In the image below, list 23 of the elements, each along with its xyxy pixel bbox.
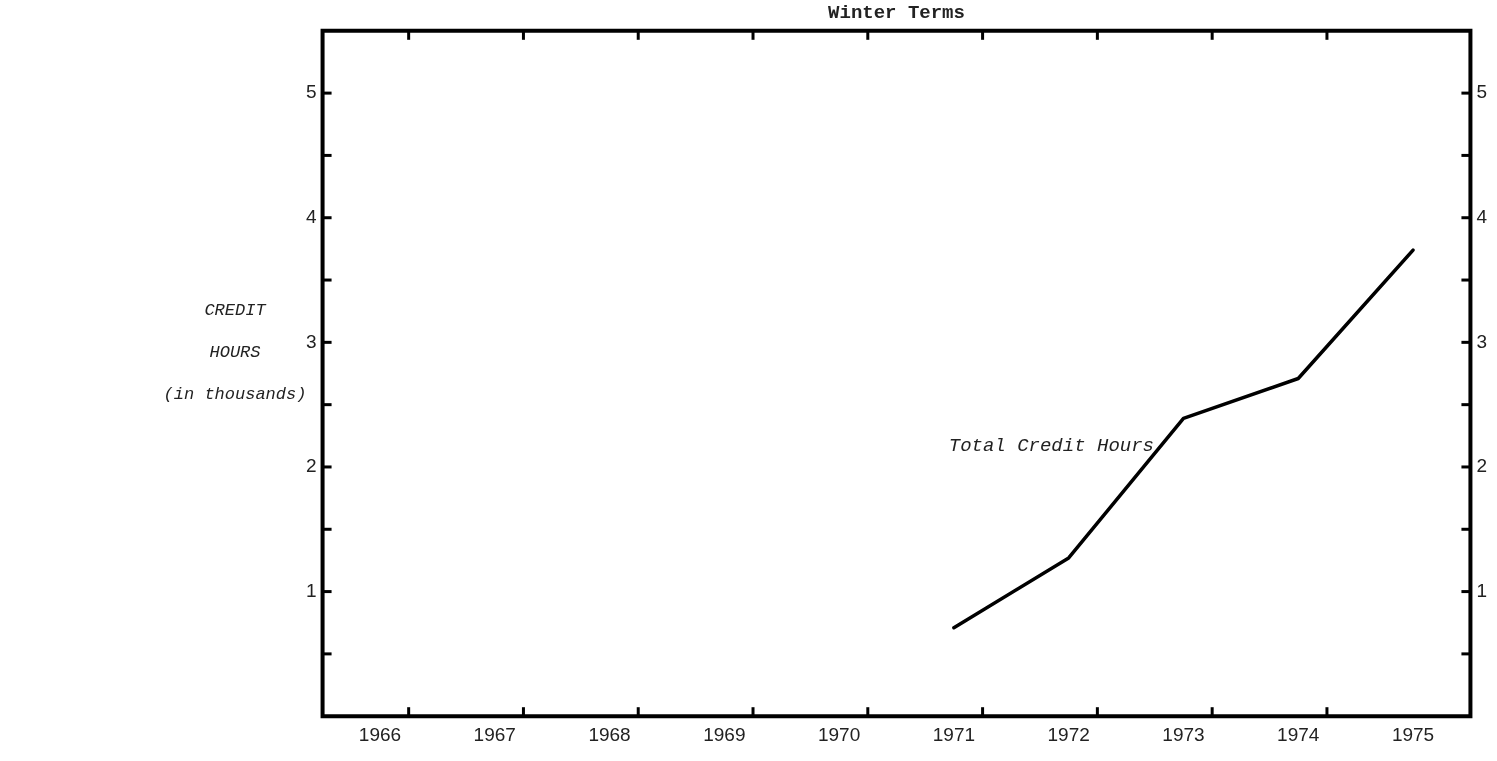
text: CREDIT HOURS (in thousands) — [163, 301, 307, 404]
y2-tick-label: 2 — [1476, 455, 1488, 477]
y-tick-label: 1 — [305, 579, 317, 601]
x-tick-label: 1974 — [1277, 723, 1320, 745]
x-tick-label: 1971 — [932, 723, 976, 745]
y-tick-label: 5 — [305, 81, 317, 103]
x-tick-label: 1967 — [473, 723, 516, 745]
y2-tick-label: 4 — [1476, 205, 1488, 227]
x-tick-label: 1973 — [1162, 723, 1205, 745]
x-tick-label: 1968 — [588, 723, 631, 745]
y2-tick-label: 5 — [1476, 81, 1488, 103]
x-tick-label: 1975 — [1391, 723, 1435, 745]
x-tick-label: 1970 — [817, 723, 861, 745]
y2-tick-label: 1 — [1476, 579, 1488, 601]
chart-title: Winter Terms — [828, 2, 965, 25]
y-tick-label: 3 — [305, 330, 317, 352]
y2-tick-label: 3 — [1476, 330, 1488, 352]
y-tick-label: 2 — [305, 455, 317, 477]
series-label: Total Credit Hours — [948, 435, 1154, 458]
x-tick-label: 1972 — [1047, 723, 1090, 745]
x-tick-label: 1969 — [703, 723, 746, 745]
x-tick-label: 1966 — [358, 723, 402, 745]
y-tick-label: 4 — [305, 205, 317, 227]
